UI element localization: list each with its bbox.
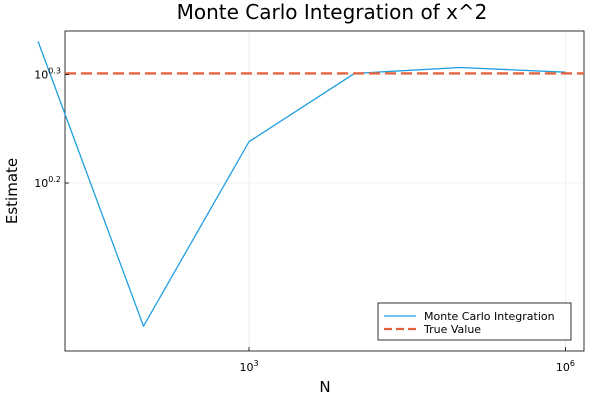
x-tick-label: 103 xyxy=(239,359,258,374)
grid xyxy=(65,31,584,351)
chart-title: Monte Carlo Integration of x^2 xyxy=(177,0,488,24)
x-axis-label: N xyxy=(319,378,330,396)
y-axis-label: Estimate xyxy=(3,158,21,224)
y-tick-label: 100.3 xyxy=(34,67,61,82)
monte-carlo-line xyxy=(37,41,566,327)
legend: Monte Carlo Integration True Value xyxy=(377,302,572,341)
y-tick-label: 100.2 xyxy=(34,175,61,190)
legend-label-monte-carlo: Monte Carlo Integration xyxy=(424,310,555,323)
x-tick-label: 106 xyxy=(556,359,575,374)
legend-label-true-value: True Value xyxy=(423,323,481,336)
legend-box xyxy=(377,302,572,341)
tick-labels: 103 106 100.2 100.3 xyxy=(34,67,575,374)
series-layer xyxy=(37,41,584,327)
plot-frame xyxy=(64,30,585,352)
